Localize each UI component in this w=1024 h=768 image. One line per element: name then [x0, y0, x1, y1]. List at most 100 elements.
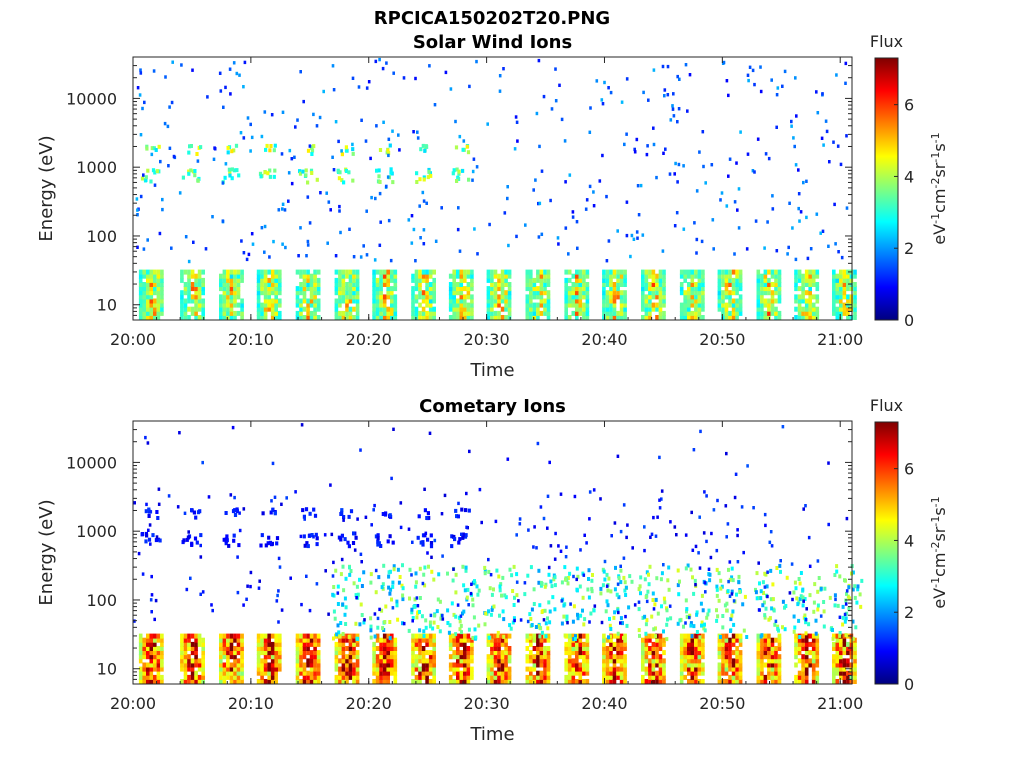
heatmap-cell: [256, 302, 261, 308]
heatmap-cell: [414, 637, 419, 643]
heatmap-cell: [756, 290, 761, 296]
heatmap-cell: [343, 612, 347, 617]
heatmap-cell: [222, 537, 226, 542]
heatmap-cell: [334, 650, 339, 656]
heatmap-cell: [388, 620, 392, 624]
heatmap-cell: [295, 654, 300, 660]
heatmap-cell: [483, 565, 487, 570]
heatmap-cell: [295, 679, 300, 684]
heatmap-cell: [136, 208, 139, 212]
heatmap-cell: [308, 144, 312, 148]
heatmap-cell: [156, 302, 161, 308]
heatmap-cell: [606, 603, 610, 608]
heatmap-cell: [832, 658, 836, 664]
heatmap-cell: [808, 650, 812, 656]
heatmap-cell: [372, 302, 376, 308]
heatmap-cell: [470, 298, 474, 304]
heatmap-cell: [372, 654, 376, 660]
heatmap-cell: [397, 580, 401, 585]
heatmap-cell: [391, 584, 395, 589]
heatmap-cell: [767, 654, 771, 660]
heatmap-cell: [539, 269, 544, 275]
heatmap-cell: [546, 670, 551, 676]
heatmap-cell: [685, 607, 689, 612]
heatmap-cell: [655, 294, 659, 300]
heatmap-cell: [498, 588, 502, 593]
heatmap-cell: [770, 298, 775, 304]
heatmap-cell: [309, 641, 314, 647]
heatmap-cell: [146, 168, 150, 173]
heatmap-cell: [687, 273, 691, 279]
heatmap-cell: [193, 169, 197, 173]
heatmap-cell: [616, 229, 619, 233]
heatmap-cell: [187, 290, 191, 296]
heatmap-cell: [546, 290, 551, 296]
heatmap-cell: [766, 220, 769, 224]
heatmap-cell: [355, 596, 358, 600]
heatmap-cell: [426, 551, 429, 555]
heatmap-cell: [459, 674, 464, 680]
heatmap-cell: [695, 612, 699, 617]
heatmap-cell: [288, 148, 292, 153]
heatmap-cell: [414, 294, 419, 300]
heatmap-cell: [724, 658, 729, 664]
heatmap-cell: [504, 641, 508, 647]
heatmap-cell: [647, 98, 650, 102]
heatmap-cell: [546, 633, 551, 639]
heatmap-cell: [390, 597, 393, 602]
heatmap-cell: [327, 200, 331, 204]
heatmap-cell: [525, 674, 530, 680]
heatmap-cell: [575, 282, 579, 287]
heatmap-cell: [602, 633, 606, 639]
heatmap-cell: [201, 277, 205, 283]
heatmap-cell: [425, 290, 429, 296]
heatmap-cell: [698, 150, 701, 154]
heatmap-cell: [338, 286, 342, 292]
heatmap-cell: [655, 282, 659, 287]
heatmap-cell: [372, 269, 376, 275]
heatmap-cell: [536, 294, 540, 300]
heatmap-cell: [199, 555, 203, 559]
heatmap-cell: [763, 654, 768, 660]
heatmap-cell: [529, 298, 533, 304]
heatmap-cell: [808, 286, 812, 292]
heatmap-cell: [448, 641, 453, 647]
heatmap-cell: [507, 654, 512, 660]
heatmap-cell: [306, 195, 310, 199]
heatmap-cell: [309, 674, 314, 680]
heatmap-cell: [846, 658, 850, 664]
heatmap-cell: [582, 654, 586, 660]
heatmap-cell: [187, 298, 191, 304]
heatmap-cell: [226, 277, 230, 283]
heatmap-cell: [679, 269, 684, 275]
heatmap-cell: [797, 294, 802, 300]
heatmap-cell: [160, 306, 164, 312]
heatmap-cell: [341, 658, 346, 664]
heatmap-cell: [160, 273, 164, 279]
heatmap-cell: [425, 302, 429, 308]
heatmap-cell: [425, 315, 429, 320]
heatmap-cell: [382, 277, 387, 283]
heatmap-cell: [390, 476, 393, 481]
heatmap-cell: [459, 269, 464, 275]
heatmap-cell: [730, 575, 734, 580]
heatmap-cell: [616, 650, 620, 656]
heatmap-cell: [379, 306, 383, 312]
heatmap-cell: [602, 670, 606, 676]
heatmap-cell: [832, 310, 836, 316]
heatmap-cell: [641, 674, 645, 680]
heatmap-cell: [605, 273, 610, 279]
heatmap-cell: [324, 569, 327, 573]
heatmap-cell: [224, 541, 228, 546]
heatmap-cell: [838, 633, 842, 638]
heatmap-cell: [448, 273, 453, 279]
heatmap-cell: [690, 641, 695, 647]
heatmap-cell: [797, 298, 802, 304]
heatmap-cell: [786, 252, 789, 256]
heatmap-cell: [694, 583, 697, 587]
heatmap-cell: [697, 286, 702, 292]
heatmap-cell: [716, 614, 720, 619]
heatmap-cell: [184, 235, 188, 239]
heatmap-cell: [853, 294, 857, 300]
